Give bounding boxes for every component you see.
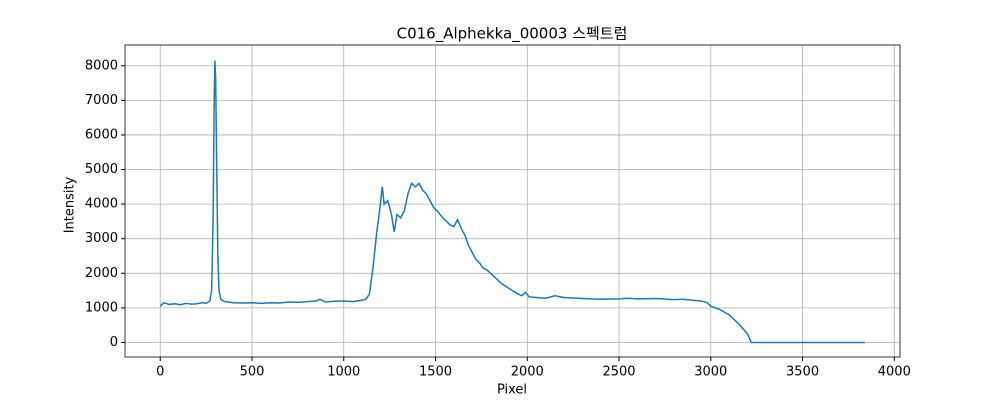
chart-title: C016_Alphekka_00003 스펙트럼 xyxy=(397,25,628,44)
x-tick-label: 2500 xyxy=(602,365,635,380)
data-line xyxy=(159,60,865,344)
x-axis-label: Pixel xyxy=(497,383,527,398)
plot-frame xyxy=(124,44,901,358)
y-tick-label: 2000 xyxy=(85,266,118,281)
y-axis-label: Intensity xyxy=(63,176,78,233)
x-tick-label: 4000 xyxy=(878,365,911,380)
x-tick-label: 1500 xyxy=(419,365,452,380)
y-tick-label: 3000 xyxy=(85,231,118,246)
y-tick-label: 0 xyxy=(110,335,118,350)
x-tick-label: 0 xyxy=(156,365,164,380)
y-tick-label: 4000 xyxy=(85,197,118,212)
y-tick-label: 1000 xyxy=(85,300,118,315)
x-tick-label: 2000 xyxy=(511,365,544,380)
y-tick-label: 8000 xyxy=(85,58,118,73)
y-tick-label: 7000 xyxy=(85,93,118,108)
x-tick-label: 3000 xyxy=(694,365,727,380)
y-tick-label: 6000 xyxy=(85,127,118,142)
x-tick-label: 1000 xyxy=(327,365,360,380)
y-tick-label: 5000 xyxy=(85,162,118,177)
x-tick-label: 3500 xyxy=(786,365,819,380)
x-tick-label: 500 xyxy=(240,365,265,380)
